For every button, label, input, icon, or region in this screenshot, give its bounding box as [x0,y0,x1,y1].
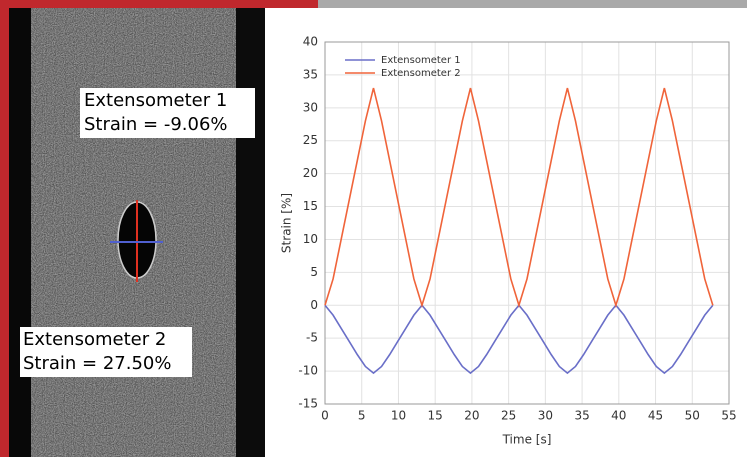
y-tick-label: 15 [303,199,318,213]
specimen-edge [236,8,265,457]
y-tick-label: 30 [303,100,318,114]
x-tick-label: 20 [464,409,479,423]
y-tick-label: 20 [303,166,318,180]
y-tick-label: -5 [306,331,318,345]
series-line [324,87,714,308]
plot-area [325,42,729,404]
x-tick-label: 10 [391,409,406,423]
x-tick-label: 50 [685,409,700,423]
x-axis-label: Time [s] [502,433,552,447]
chart: -15 -10 -5 0 5 10 15 20 25 30 35 40 0 5 10 15 20 25 30 35 40… [280,35,737,447]
legend-label: Extensometer 1 [381,55,461,66]
x-tick-label: 0 [321,409,329,423]
x-tick-label: 55 [721,409,736,423]
top-bar-gray [318,0,747,8]
x-tick-label: 45 [648,409,663,423]
y-tick-label: 40 [303,35,318,49]
label-name: Extensometer 2 [23,329,166,350]
y-tick-label: -10 [298,364,318,378]
side-bar [0,0,9,457]
y-tick-label: 35 [303,67,318,81]
label-value: Strain = -9.06% [84,114,228,135]
y-axis-label: Strain [%] [280,193,294,253]
top-bar-red [0,0,318,8]
y-tick-label: 25 [303,133,318,147]
y-tick-label: 0 [310,298,318,312]
x-tick-label: 5 [358,409,366,423]
legend-label: Extensometer 2 [381,68,461,79]
specimen-edge [9,8,31,457]
x-tick-label: 25 [501,409,516,423]
plot-frame [324,41,730,405]
y-tick-label: 10 [303,232,318,246]
x-tick-label: 30 [538,409,553,423]
label-box [80,88,255,138]
y-tick-label: 5 [310,265,318,279]
label-box [20,327,192,377]
y-tick-label: -15 [298,397,318,411]
label-value: Strain = 27.50% [23,353,171,374]
label-name: Extensometer 1 [84,90,227,111]
x-tick-label: 40 [611,409,626,423]
x-tick-label: 15 [428,409,443,423]
x-tick-label: 35 [574,409,589,423]
